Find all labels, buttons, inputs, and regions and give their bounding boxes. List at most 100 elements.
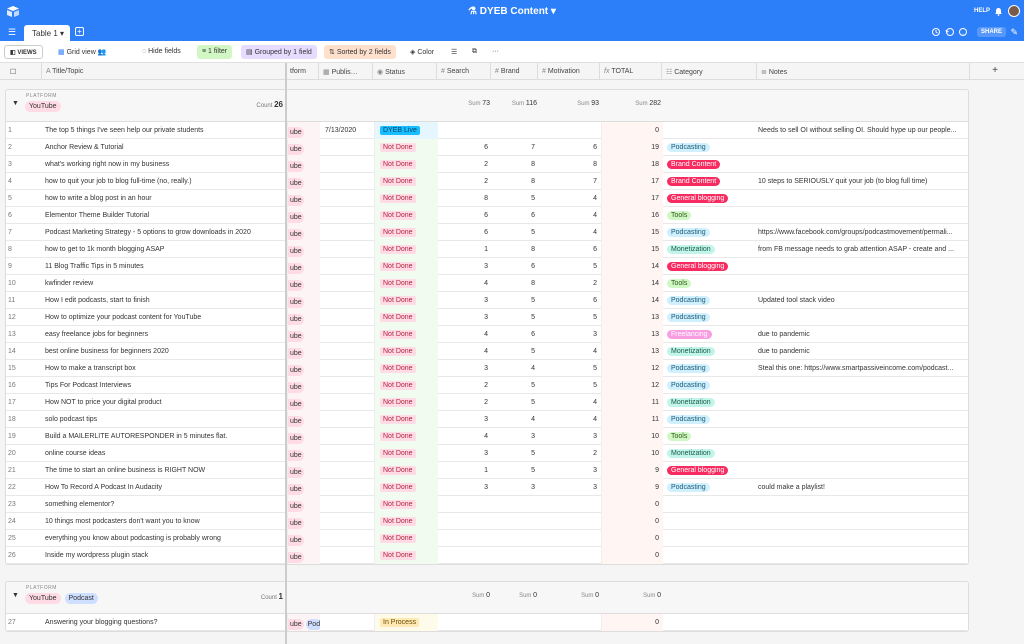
filter-button[interactable]: ≡ 1 filter xyxy=(197,45,233,59)
table-row[interactable]: 13 easy freelance jobs for beginners ube No… xyxy=(6,326,968,343)
cell-search[interactable]: 2 xyxy=(438,394,492,411)
cell-total[interactable]: 14 xyxy=(601,292,663,309)
cell-notes[interactable] xyxy=(758,394,965,411)
cell-platform[interactable]: ube xyxy=(287,309,320,326)
cell-motivation[interactable]: 2 xyxy=(539,445,601,462)
cell-brand[interactable]: 5 xyxy=(492,445,539,462)
cell-n[interactable]: 2 xyxy=(6,139,43,156)
cell-status[interactable]: Not Done xyxy=(374,462,438,479)
cell-n[interactable]: 1 xyxy=(6,122,43,139)
cell-status[interactable]: Not Done xyxy=(374,479,438,496)
cell-n[interactable]: 6 xyxy=(6,207,43,224)
group-header[interactable]: ▼ PLATFORM YouTube Count 26 Sum 73 Sum 116 Sum… xyxy=(6,90,968,122)
cell-category[interactable]: Podcasting xyxy=(663,360,758,377)
cell-motivation[interactable]: 4 xyxy=(539,394,601,411)
cell-motivation[interactable]: 5 xyxy=(539,258,601,275)
cell-title[interactable]: how to get to 1k month blogging ASAP xyxy=(43,241,287,258)
cell-published[interactable] xyxy=(320,275,374,292)
cell-title[interactable]: best online business for beginners 2020 xyxy=(43,343,287,360)
cell-total[interactable]: 17 xyxy=(601,173,663,190)
cell-platform[interactable]: ube xyxy=(287,207,320,224)
cell-status[interactable]: Not Done xyxy=(374,258,438,275)
cell-motivation[interactable]: 4 xyxy=(539,207,601,224)
cell-brand[interactable]: 4 xyxy=(492,360,539,377)
cell-n[interactable]: 21 xyxy=(6,462,43,479)
cell-status[interactable]: Not Done xyxy=(374,309,438,326)
cell-notes[interactable] xyxy=(758,462,965,479)
cell-platform[interactable]: ube xyxy=(287,190,320,207)
cell-motivation[interactable]: 4 xyxy=(539,343,601,360)
cell-motivation[interactable]: 4 xyxy=(539,224,601,241)
cell-platform[interactable]: ube xyxy=(287,139,320,156)
cell-category[interactable] xyxy=(663,614,758,631)
cell-category[interactable]: Podcasting xyxy=(663,292,758,309)
cell-brand[interactable]: 6 xyxy=(492,207,539,224)
cell-search[interactable]: 2 xyxy=(438,377,492,394)
cell-platform[interactable]: ube xyxy=(287,122,320,139)
cell-motivation[interactable]: 3 xyxy=(539,479,601,496)
cell-motivation[interactable]: 5 xyxy=(539,377,601,394)
cell-platform[interactable]: ube xyxy=(287,275,320,292)
cell-platform[interactable]: ube xyxy=(287,377,320,394)
cell-title[interactable]: what's working right now in my business xyxy=(43,156,287,173)
cell-search[interactable]: 4 xyxy=(438,428,492,445)
column-header-category[interactable]: ☷ Category xyxy=(662,63,757,80)
cell-title[interactable]: everything you know about podcasting is … xyxy=(43,530,287,547)
help-circle-icon[interactable] xyxy=(958,27,968,37)
cell-published[interactable] xyxy=(320,173,374,190)
add-field-icon[interactable]: + xyxy=(992,65,998,76)
cell-total[interactable]: 9 xyxy=(601,462,663,479)
cell-total[interactable]: 9 xyxy=(601,479,663,496)
cell-title[interactable]: Podcast Marketing Strategy - 5 options t… xyxy=(43,224,287,241)
cell-platform[interactable]: ube Pod xyxy=(287,614,320,631)
cell-total[interactable]: 10 xyxy=(601,428,663,445)
cell-brand[interactable]: 7 xyxy=(492,139,539,156)
hide-fields-button[interactable]: ◌ Hide fields xyxy=(137,45,186,59)
cell-published[interactable] xyxy=(320,462,374,479)
column-header-brand[interactable]: # Brand xyxy=(491,63,538,80)
cell-title[interactable]: easy freelance jobs for beginners xyxy=(43,326,287,343)
cell-notes[interactable] xyxy=(758,428,965,445)
cell-motivation[interactable]: 8 xyxy=(539,156,601,173)
cell-platform[interactable]: ube xyxy=(287,394,320,411)
column-header-search[interactable]: # Search xyxy=(437,63,491,80)
cell-motivation[interactable]: 3 xyxy=(539,326,601,343)
cell-published[interactable] xyxy=(320,360,374,377)
cell-title[interactable]: Anchor Review & Tutorial xyxy=(43,139,287,156)
cell-brand[interactable] xyxy=(492,513,539,530)
cell-notes[interactable]: could make a playlist! xyxy=(758,479,965,496)
cell-notes[interactable] xyxy=(758,530,965,547)
cell-notes[interactable]: https://www.facebook.com/groups/podcastm… xyxy=(758,224,965,241)
cell-brand[interactable]: 8 xyxy=(492,156,539,173)
cell-search[interactable] xyxy=(438,547,492,564)
cell-total[interactable]: 11 xyxy=(601,411,663,428)
cell-total[interactable]: 15 xyxy=(601,241,663,258)
cell-search[interactable]: 1 xyxy=(438,241,492,258)
column-header-platform[interactable]: tform xyxy=(286,63,319,80)
cell-brand[interactable]: 5 xyxy=(492,309,539,326)
table-row[interactable]: 12 How to optimize your podcast content f… xyxy=(6,309,968,326)
cell-published[interactable] xyxy=(320,496,374,513)
cell-brand[interactable]: 8 xyxy=(492,173,539,190)
cell-brand[interactable]: 5 xyxy=(492,343,539,360)
cell-search[interactable] xyxy=(438,122,492,139)
cell-motivation[interactable]: 4 xyxy=(539,411,601,428)
table-row[interactable]: 16 Tips For Podcast Interviews ube Not Done… xyxy=(6,377,968,394)
cell-notes[interactable]: due to pandemic xyxy=(758,326,965,343)
row-height-icon[interactable]: ☰ xyxy=(451,49,458,56)
cell-search[interactable]: 8 xyxy=(438,190,492,207)
cell-total[interactable]: 11 xyxy=(601,394,663,411)
cell-published[interactable] xyxy=(320,547,374,564)
cell-brand[interactable]: 6 xyxy=(492,326,539,343)
cell-motivation[interactable]: 5 xyxy=(539,309,601,326)
cell-platform[interactable]: ube xyxy=(287,411,320,428)
cell-title[interactable]: Elementor Theme Builder Tutorial xyxy=(43,207,287,224)
cell-category[interactable]: Podcasting xyxy=(663,411,758,428)
cell-category[interactable]: Podcasting xyxy=(663,224,758,241)
cell-status[interactable]: Not Done xyxy=(374,445,438,462)
cell-search[interactable]: 3 xyxy=(438,360,492,377)
history-icon[interactable] xyxy=(931,27,941,37)
cell-notes[interactable] xyxy=(758,445,965,462)
cell-brand[interactable]: 6 xyxy=(492,258,539,275)
cell-published[interactable] xyxy=(320,241,374,258)
